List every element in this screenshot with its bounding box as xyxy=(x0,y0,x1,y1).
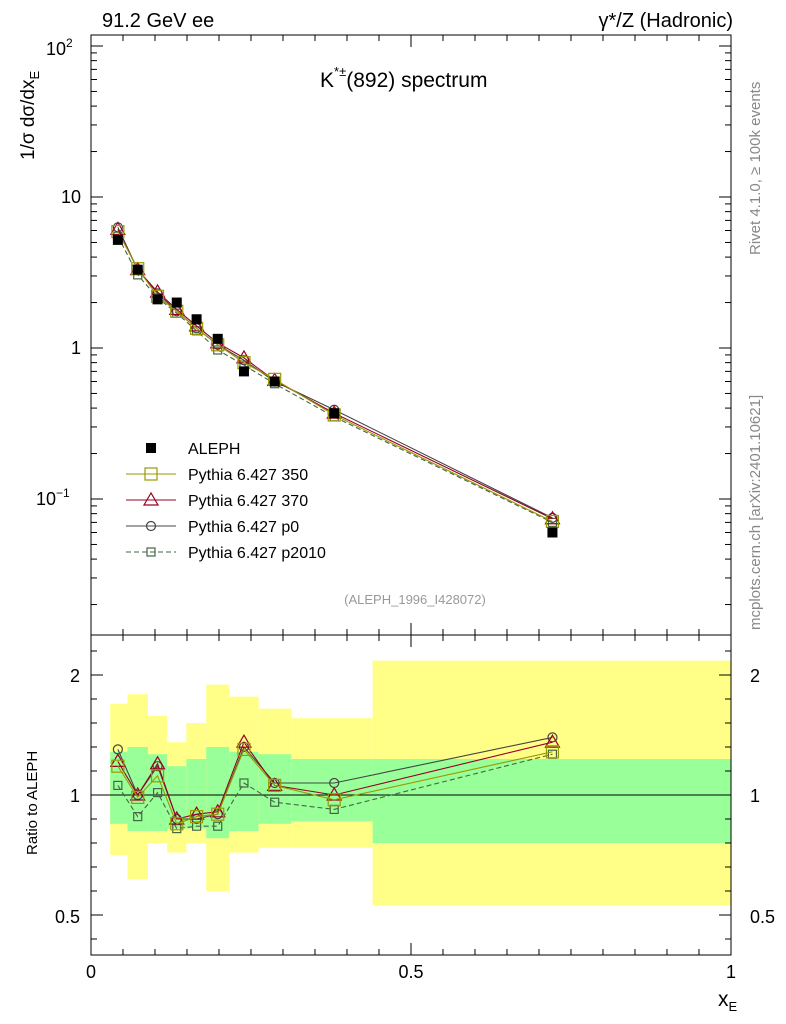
ratio-point-p2010 xyxy=(113,780,123,791)
ratio-point-p370 xyxy=(149,755,166,770)
main-point-p350 xyxy=(545,514,560,529)
ratio-ylabel: Ratio to ALEPH xyxy=(24,751,41,855)
ytick-label-0-1: 10−1 xyxy=(36,486,70,509)
ratio-ytick-label-05-left: 0.5 xyxy=(55,907,80,927)
ratio-point-p350 xyxy=(190,809,204,824)
main-point-data xyxy=(191,314,202,325)
main-line-p0 xyxy=(117,227,553,519)
main-line-p2010 xyxy=(117,235,553,523)
main-point-data xyxy=(329,408,340,419)
header-left: 91.2 GeV ee xyxy=(102,10,214,32)
ratio-point-p350 xyxy=(170,817,184,831)
xtick-label-0-5: 0.5 xyxy=(398,962,423,982)
legend-label-p0: Pythia 6.427 p0 xyxy=(188,519,299,536)
ratio-line-p370 xyxy=(117,741,553,820)
ratio-point-p370 xyxy=(235,734,253,748)
ratio-point-p370 xyxy=(188,806,205,820)
ratio-point-p350 xyxy=(327,793,341,807)
main-ylabel: 1/σ dσ/dxE xyxy=(18,71,42,161)
ratio-point-p370 xyxy=(209,803,226,818)
ratio-panel: 2 1 0.5 2 1 0.5 Ratio to ALEPH 0 0.5 1 x… xyxy=(24,634,775,1014)
chart-title: K*±(892) spectrum xyxy=(320,64,487,92)
ratio-ytick-label-1-right: 1 xyxy=(750,786,760,806)
ratio-frame xyxy=(90,634,732,956)
ratio-point-p370 xyxy=(266,777,283,792)
ratio-point-p350 xyxy=(111,759,125,773)
main-frame xyxy=(90,34,732,636)
xtick-label-0: 0 xyxy=(86,962,96,982)
ratio-line-p2010 xyxy=(117,753,553,830)
legend-label-p350: Pythia 6.427 350 xyxy=(188,467,308,484)
ratio-ytick-label-2-left: 2 xyxy=(70,666,80,686)
ratio-point-p2010 xyxy=(213,821,223,831)
ratio-point-p0 xyxy=(152,761,163,772)
legend-marker-p350 xyxy=(144,467,158,481)
ratio-point-p350 xyxy=(268,778,282,793)
ratio-point-p350 xyxy=(131,790,145,805)
header-right: γ*/Z (Hadronic) xyxy=(599,10,733,32)
main-point-p0 xyxy=(547,512,558,523)
mcplots-label: mcplots.cern.ch [arXiv:2401.10621] xyxy=(747,395,764,630)
main-point-data xyxy=(212,333,223,344)
main-point-p2010 xyxy=(213,345,223,355)
analysis-ref: (ALEPH_1996_I428072) xyxy=(344,592,486,607)
ratio-point-p350 xyxy=(545,745,560,759)
ratio-ytick-label-1-left: 1 xyxy=(70,786,80,806)
ytick-label-100: 102 xyxy=(46,36,73,59)
legend-marker-data xyxy=(146,443,156,453)
main-point-data xyxy=(238,366,249,377)
legend-item-p2010: Pythia 6.427 p2010 xyxy=(126,545,326,562)
ratio-point-p2010 xyxy=(152,787,163,798)
ratio-band-inner xyxy=(229,751,259,831)
main-point-data xyxy=(132,264,143,275)
legend-label-p370: Pythia 6.427 370 xyxy=(188,493,308,510)
legend-item-p370: Pythia 6.427 370 xyxy=(126,491,308,510)
legend-marker-p0 xyxy=(145,520,157,532)
legend-marker-p2010 xyxy=(146,547,156,557)
ratio-band-inner xyxy=(372,759,731,843)
xlabel: xE xyxy=(718,988,738,1014)
legend-label-data: ALEPH xyxy=(188,441,240,458)
legend-marker-p370 xyxy=(142,491,160,506)
ratio-point-p2010 xyxy=(270,797,280,807)
ratio-point-p350 xyxy=(150,769,165,783)
ratio-line-p0 xyxy=(117,736,553,820)
main-point-data xyxy=(112,234,123,245)
main-point-data xyxy=(171,297,182,308)
main-point-data xyxy=(269,376,280,387)
legend: ALEPH Pythia 6.427 350 Pythia 6.427 370 Pyt… xyxy=(126,441,326,562)
xtick-label-1: 1 xyxy=(726,962,736,982)
main-line-p350 xyxy=(117,231,553,522)
ratio-point-p350 xyxy=(211,807,225,821)
ytick-label-10: 10 xyxy=(61,187,81,207)
ratio-point-p350 xyxy=(237,742,251,757)
ratio-point-p370 xyxy=(544,734,561,748)
main-point-data xyxy=(152,294,163,305)
legend-item-data: ALEPH xyxy=(146,441,240,458)
rivet-label: Rivet 4.1.0, ≥ 100k events xyxy=(747,82,764,255)
ratio-band-inner xyxy=(258,754,292,824)
ytick-label-1: 1 xyxy=(71,338,81,358)
main-line-p370 xyxy=(117,229,553,520)
ratio-ytick-label-05-right: 0.5 xyxy=(750,907,775,927)
main-point-p350 xyxy=(131,262,145,276)
legend-item-p350: Pythia 6.427 350 xyxy=(126,467,308,484)
ratio-line-p350 xyxy=(117,748,553,825)
ratio-ytick-label-2-right: 2 xyxy=(750,666,760,686)
main-point-p370 xyxy=(109,221,126,236)
main-point-data xyxy=(547,527,558,538)
ratio-point-p2010 xyxy=(239,778,249,788)
ratio-point-p2010 xyxy=(133,811,143,822)
legend-label-p2010: Pythia 6.427 p2010 xyxy=(188,545,326,562)
ratio-point-p0 xyxy=(547,732,558,743)
main-panel: 102 10 1 10−1 1/σ dσ/dxE K*±(892) spectr… xyxy=(18,34,732,636)
legend-item-p0: Pythia 6.427 p0 xyxy=(126,519,299,536)
main-point-p370 xyxy=(544,510,561,525)
